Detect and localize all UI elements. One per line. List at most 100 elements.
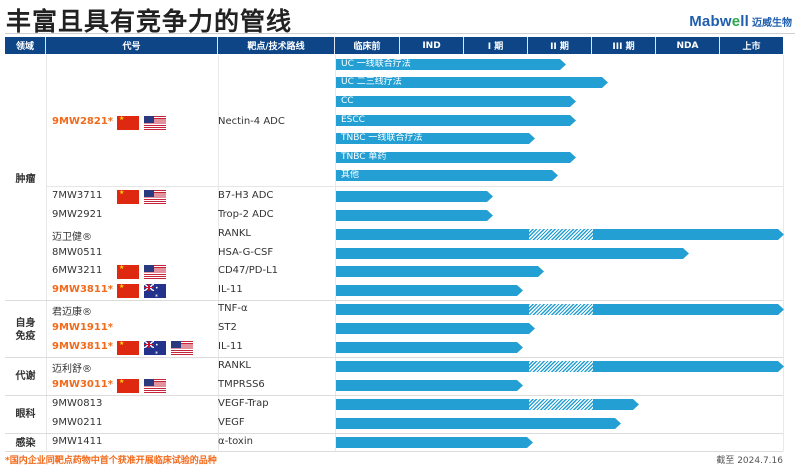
china-flag-icon xyxy=(117,341,139,355)
grid-line xyxy=(783,55,784,451)
target-9mw3811-oncology: IL-11 xyxy=(218,284,243,295)
china-flag-icon xyxy=(117,190,139,204)
flags-6mw3211 xyxy=(117,265,166,279)
code-junmaikang: 君迈康® xyxy=(52,307,92,318)
code-9mw3811-autoimmune: 9MW3811* xyxy=(52,341,114,352)
target-7mw3711: B7-H3 ADC xyxy=(218,190,274,201)
china-flag-icon xyxy=(117,284,139,298)
code-8mw0511: 8MW0511 xyxy=(52,247,103,258)
progress-bar xyxy=(336,266,544,277)
progress-bar xyxy=(336,285,523,296)
china-flag-icon xyxy=(117,379,139,393)
australia-flag-icon xyxy=(144,284,166,298)
progress-bar xyxy=(336,418,621,429)
domain-autoimmune: 自身免疫 xyxy=(15,318,36,342)
code-mailishu: 迈利舒® xyxy=(52,364,92,375)
header-stage-phase1: I 期 xyxy=(464,37,528,54)
progress-bar xyxy=(336,304,784,315)
header-domain: 领域 xyxy=(5,37,46,54)
target-9mw3011: TMPRSS6 xyxy=(218,379,265,390)
target-8mw0511: HSA-G-CSF xyxy=(218,247,274,258)
domain-divider xyxy=(5,433,783,434)
us-flag-icon xyxy=(144,379,166,393)
code-6mw3211: 6MW3211 xyxy=(52,265,103,276)
us-flag-icon xyxy=(144,190,166,204)
header-code: 代号 xyxy=(46,37,218,54)
hatched-segment xyxy=(529,399,593,410)
progress-bar: CC xyxy=(336,96,576,107)
code-9mw1911: 9MW1911* xyxy=(52,322,114,333)
code-9mw3811-oncology: 9MW3811* xyxy=(52,284,114,295)
company-logo: Mabwell 迈威生物 xyxy=(689,13,792,30)
page-title: 丰富且具有竞争力的管线 xyxy=(6,7,293,36)
code-9mw1411: 9MW1411 xyxy=(52,436,103,447)
china-flag-icon xyxy=(117,265,139,279)
progress-bar xyxy=(336,380,523,391)
target-9mw3811-autoimmune: IL-11 xyxy=(218,341,243,352)
code-maiweijian: 迈卫健® xyxy=(52,232,92,243)
domain-divider xyxy=(5,395,783,396)
australia-flag-icon xyxy=(144,341,166,355)
domain-divider xyxy=(5,300,783,301)
row-divider xyxy=(46,186,783,187)
progress-bar xyxy=(336,342,523,353)
header-stage-market: 上市 xyxy=(720,37,783,54)
table-header: 领域 代号 靶点/技术路线 临床前 IND I 期 II 期 III 期 NDA… xyxy=(5,37,783,54)
progress-bar xyxy=(336,210,493,221)
code-9mw2921: 9MW2921 xyxy=(52,209,103,220)
table-bottom xyxy=(5,451,783,452)
header-stage-preclinical: 临床前 xyxy=(335,37,400,54)
hatched-segment xyxy=(529,361,593,372)
progress-bar xyxy=(336,229,784,240)
progress-bar xyxy=(336,248,689,259)
progress-bar: TNBC 单药 xyxy=(336,152,576,163)
progress-bar xyxy=(336,323,535,334)
code-9mw3011: 9MW3011* xyxy=(52,379,114,390)
domain-divider xyxy=(5,357,783,358)
progress-bar xyxy=(336,437,533,448)
domain-ophthalmology: 眼科 xyxy=(15,409,36,420)
progress-bar xyxy=(336,399,639,410)
flags-9mw3011 xyxy=(117,379,166,393)
grid-line xyxy=(218,55,219,451)
progress-bar: 其他 xyxy=(336,170,558,181)
as-of-date: 截至 2024.7.16 xyxy=(716,456,783,466)
code-9mw2821: 9MW2821* xyxy=(52,116,114,127)
progress-bar: ESCC xyxy=(336,115,576,126)
target-9mw0813: VEGF-Trap xyxy=(218,398,269,409)
progress-bar xyxy=(336,191,493,202)
domain-oncology: 肿瘤 xyxy=(15,174,36,185)
us-flag-icon xyxy=(144,116,166,130)
logo-wordmark: Mabwell xyxy=(689,13,749,30)
progress-bar xyxy=(336,361,784,372)
footnote: *国内企业同靶点药物中首个获准开展临床试验的品种 xyxy=(5,456,217,466)
header-target: 靶点/技术路线 xyxy=(218,37,335,54)
progress-bar: TNBC 一线联合疗法 xyxy=(336,133,535,144)
target-6mw3211: CD47/PD-L1 xyxy=(218,265,279,276)
code-9mw0813: 9MW0813 xyxy=(52,398,103,409)
grid-line xyxy=(46,55,47,451)
header-stage-phase2: II 期 xyxy=(528,37,592,54)
logo-chinese-name: 迈威生物 xyxy=(752,18,792,29)
target-9mw1911: ST2 xyxy=(218,322,237,333)
hatched-segment xyxy=(529,229,593,240)
code-9mw0211: 9MW0211 xyxy=(52,417,103,428)
code-7mw3711: 7MW3711 xyxy=(52,190,103,201)
header-stage-ind: IND xyxy=(400,37,464,54)
flags-9mw3811-oncology xyxy=(117,284,166,298)
title-divider xyxy=(5,33,795,34)
target-mailishu: RANKL xyxy=(218,360,251,371)
target-maiweijian: RANKL xyxy=(218,228,251,239)
us-flag-icon xyxy=(171,341,193,355)
flags-7mw3711 xyxy=(117,190,166,204)
progress-bar: UC 一线联合疗法 xyxy=(336,59,566,70)
domain-infection: 感染 xyxy=(15,438,36,449)
grid-line xyxy=(335,55,336,451)
target-9mw0211: VEGF xyxy=(218,417,245,428)
hatched-segment xyxy=(529,304,593,315)
flags-9mw2821 xyxy=(117,116,166,130)
target-junmaikang: TNF-α xyxy=(218,303,248,314)
us-flag-icon xyxy=(144,265,166,279)
domain-metabolic: 代谢 xyxy=(15,371,36,382)
header-stage-phase3: III 期 xyxy=(592,37,656,54)
